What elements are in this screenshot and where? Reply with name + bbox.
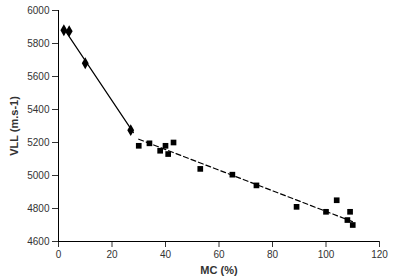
svg-text:100: 100 xyxy=(318,249,335,260)
svg-text:4800: 4800 xyxy=(27,203,50,214)
svg-text:5800: 5800 xyxy=(27,38,50,49)
svg-text:4600: 4600 xyxy=(27,236,50,247)
svg-text:80: 80 xyxy=(267,249,279,260)
svg-text:60: 60 xyxy=(213,249,225,260)
svg-text:VLL (m.s-1): VLL (m.s-1) xyxy=(8,96,20,156)
svg-text:20: 20 xyxy=(106,249,118,260)
svg-text:40: 40 xyxy=(160,249,172,260)
svg-text:5000: 5000 xyxy=(27,170,50,181)
svg-text:5200: 5200 xyxy=(27,137,50,148)
svg-text:5600: 5600 xyxy=(27,71,50,82)
svg-text:120: 120 xyxy=(371,249,388,260)
svg-text:5400: 5400 xyxy=(27,104,50,115)
svg-text:6000: 6000 xyxy=(27,5,50,16)
svg-text:0: 0 xyxy=(56,249,62,260)
svg-text:MC (%): MC (%) xyxy=(200,264,238,276)
